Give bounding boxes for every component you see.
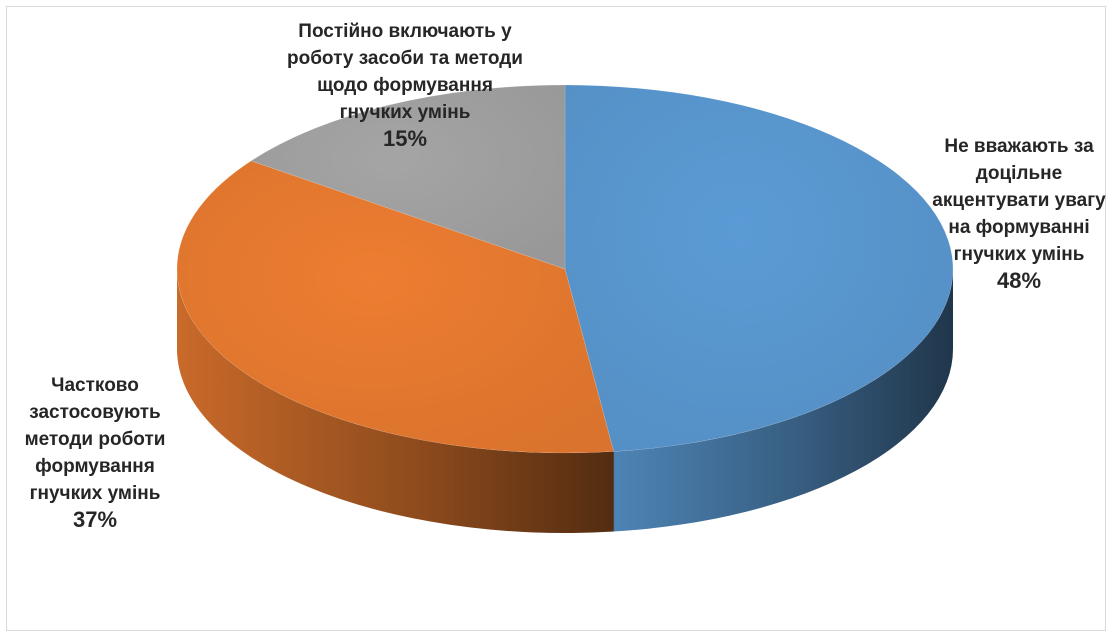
pie-tops	[176, 84, 954, 454]
slice-label-line: акцентувати увагу	[932, 190, 1106, 211]
pie-chart: Не вважають за доцільне акцентувати увагу н…	[25, 21, 1107, 533]
slice-label-2: Постійно включають у роботу засоби та мет…	[287, 21, 523, 151]
slice-label-0: Не вважають за доцільне акцентувати увагу н…	[932, 136, 1106, 293]
slice-label-line: на формуванні	[948, 217, 1089, 238]
slice-label-line: застосовують	[29, 402, 160, 423]
slice-percent-label: 15%	[383, 126, 427, 151]
slice-label-line: Частково	[51, 375, 139, 396]
slice-label-line: щодо формування	[317, 75, 493, 96]
slice-label-line: Не вважають за	[944, 136, 1094, 157]
slice-label-line: гнучких умінь	[30, 483, 161, 504]
slice-percent-label: 37%	[73, 507, 117, 532]
slice-label-line: Постійно включають у	[298, 21, 512, 42]
slice-label-line: гнучких умінь	[954, 244, 1085, 265]
slice-label-line: доцільне	[976, 163, 1062, 184]
pie-labels: Не вважають за доцільне акцентувати увагу н…	[25, 21, 1107, 532]
chart-area: Не вважають за доцільне акцентувати увагу н…	[6, 6, 1106, 631]
pie-slice-0	[564, 84, 954, 452]
slice-label-line: методи роботи	[25, 429, 166, 450]
pie-slice-1	[176, 160, 614, 454]
slice-label-line: роботу засоби та методи	[287, 48, 523, 69]
slice-label-1: Частково застосовують методи роботи формува…	[25, 375, 166, 532]
slice-label-line: формування	[35, 456, 155, 477]
pie-side-0	[613, 269, 953, 532]
slice-label-line: гнучких умінь	[340, 102, 471, 123]
pie-side-1	[176, 269, 614, 533]
pie-slice-2	[250, 84, 566, 270]
pie-sides	[176, 269, 953, 533]
slice-percent-label: 48%	[997, 268, 1041, 293]
